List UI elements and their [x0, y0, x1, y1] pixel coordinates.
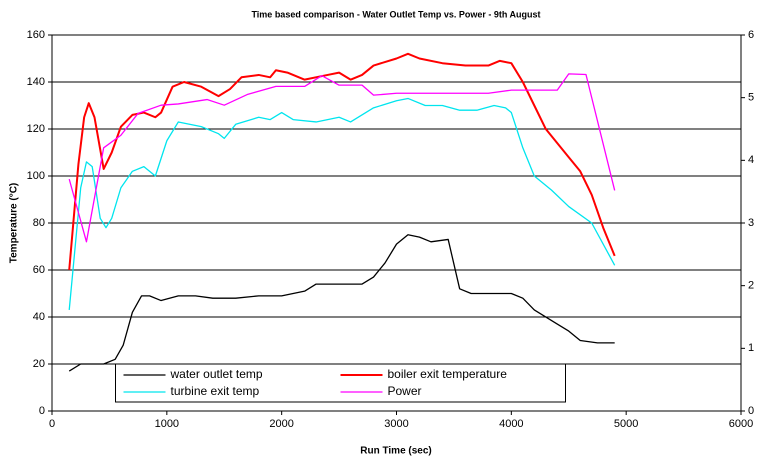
legend-label: Power: [388, 384, 422, 398]
y-axis-title: Temperature (°C): [9, 183, 20, 264]
series-line: [68, 97, 616, 311]
y2-tick-label: 2: [748, 280, 754, 292]
y-tick-label: 60: [33, 264, 45, 276]
plot-frame: [51, 34, 742, 412]
y-tick-label: 80: [33, 217, 45, 229]
y-tick-label: 100: [27, 170, 45, 182]
chart-title: Time based comparison - Water Outlet Tem…: [251, 9, 540, 19]
series-line: [68, 52, 616, 271]
y2-tick-label: 5: [748, 92, 754, 104]
x-tick-label: 4000: [499, 418, 523, 430]
x-tick-label: 1000: [155, 418, 179, 430]
y2-tick-label: 1: [748, 342, 754, 354]
x-tick-label: 0: [49, 418, 55, 430]
y-tick-label: 120: [27, 123, 45, 135]
legend-label: water outlet temp: [170, 367, 263, 381]
series-line: [68, 234, 615, 372]
x-tick-label: 5000: [614, 418, 638, 430]
y2-tick-label: 0: [748, 405, 754, 417]
legend-box: [115, 363, 566, 403]
y-tick-label: 20: [33, 358, 45, 370]
x-tick-label: 2000: [269, 418, 293, 430]
x-axis-title: Run Time (sec): [360, 446, 432, 457]
legend-label: boiler exit temperature: [388, 367, 508, 381]
series-line: [68, 73, 616, 243]
y-tick-label: 0: [39, 405, 45, 417]
y2-tick-label: 3: [748, 217, 754, 229]
x-tick-label: 6000: [729, 418, 753, 430]
y2-tick-label: 6: [748, 29, 754, 41]
y-tick-label: 40: [33, 311, 45, 323]
y-tick-label: 160: [27, 29, 45, 41]
legend-label: turbine exit temp: [171, 384, 260, 398]
x-tick-label: 3000: [384, 418, 408, 430]
y-tick-label: 140: [27, 76, 45, 88]
y2-tick-label: 4: [748, 154, 754, 166]
